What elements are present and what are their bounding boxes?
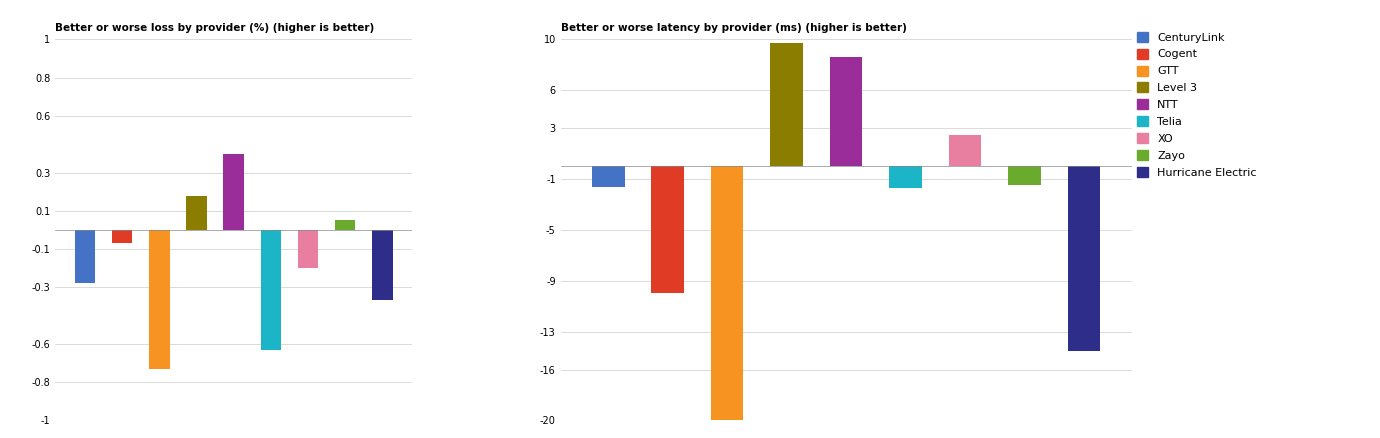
Text: Better or worse latency by provider (ms) (higher is better): Better or worse latency by provider (ms)… [560, 23, 907, 33]
Legend: CenturyLink, Cogent, GTT, Level 3, NTT, Telia, XO, Zayo, Hurricane Electric: CenturyLink, Cogent, GTT, Level 3, NTT, … [1137, 32, 1257, 178]
Bar [829, 57, 862, 166]
Bar [711, 166, 744, 420]
Bar [186, 196, 207, 230]
Bar [592, 166, 625, 187]
Bar [948, 135, 981, 166]
Bar [149, 230, 170, 369]
Text: Better or worse loss by provider (%) (higher is better): Better or worse loss by provider (%) (hi… [55, 23, 374, 33]
Bar [651, 166, 684, 293]
Bar [889, 166, 922, 188]
Bar [1009, 166, 1041, 186]
Bar [335, 220, 356, 230]
Bar [224, 154, 244, 230]
Bar [298, 230, 319, 268]
Bar [1068, 166, 1100, 350]
Bar [770, 43, 803, 166]
Bar [75, 230, 95, 283]
Bar [261, 230, 282, 350]
Bar [112, 230, 132, 243]
Bar [373, 230, 392, 300]
